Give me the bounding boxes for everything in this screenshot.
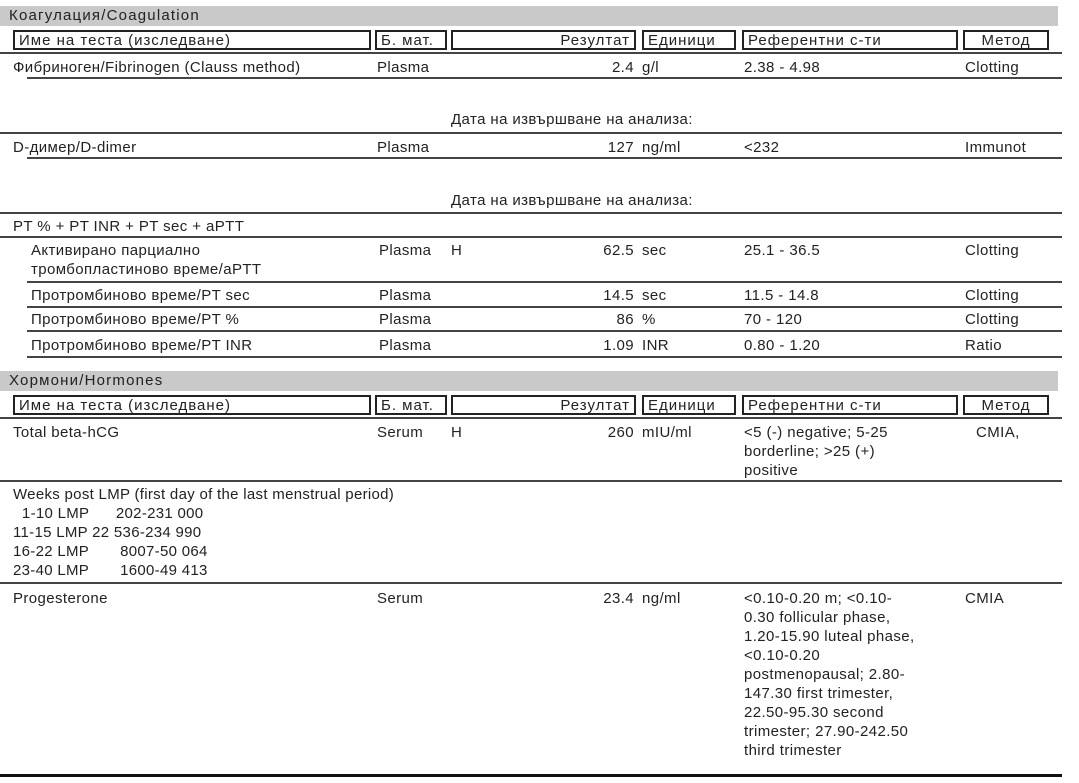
note-line: 16-22 LMP 8007-50 064	[13, 543, 208, 560]
divider	[0, 132, 1062, 134]
reference: trimester; 27.90-242.50	[744, 723, 909, 740]
col-material-header: Б. мат.	[375, 30, 447, 50]
col-method-header: Метод	[963, 395, 1049, 415]
col-ref-header: Референтни с-ти	[742, 395, 958, 415]
material: Plasma	[379, 287, 432, 304]
section-title: Хормони/Hormones	[9, 372, 164, 389]
test-name: Фибриноген/Fibrinogen (Clauss method)	[13, 59, 301, 76]
divider	[0, 212, 1062, 214]
result: 62.5	[603, 242, 634, 259]
material: Plasma	[379, 242, 432, 259]
method: Clotting	[965, 311, 1020, 328]
material: Plasma	[379, 311, 432, 328]
result: 23.4	[603, 590, 634, 607]
bottom-divider	[0, 774, 1062, 777]
divider	[27, 157, 1062, 159]
note-line: 23-40 LMP 1600-49 413	[13, 562, 208, 579]
material: Serum	[377, 424, 424, 441]
method: Clotting	[965, 59, 1020, 76]
divider	[27, 281, 1062, 283]
result: 127	[607, 139, 634, 156]
col-units-header: Единици	[642, 30, 736, 50]
reference: 22.50-95.30 second	[744, 704, 884, 721]
reference: 0.30 follicular phase,	[744, 609, 891, 626]
reference: 11.5 - 14.8	[744, 287, 820, 304]
test-group-title: PT % + PT INR + PT sec + aPTT	[13, 218, 245, 235]
reference: borderline; >25 (+)	[744, 443, 876, 460]
test-name: Протромбиново време/PT sec	[31, 287, 251, 304]
result: 86	[616, 311, 634, 328]
units: sec	[642, 242, 667, 259]
reference: positive	[744, 462, 799, 479]
flag-high: H	[451, 424, 463, 441]
reference: <0.10-0.20	[744, 647, 821, 664]
section-coagulation: Коагулация/Coagulation	[0, 6, 1058, 26]
test-name: Total beta-hCG	[13, 424, 120, 441]
reference: 147.30 first trimester,	[744, 685, 894, 702]
reference: 1.20-15.90 luteal phase,	[744, 628, 915, 645]
flag-high: H	[451, 242, 463, 259]
test-name: Протромбиново време/PT INR	[31, 337, 253, 354]
col-name-header: Име на теста (изследване)	[13, 395, 371, 415]
col-result-header: Резултат	[451, 395, 636, 415]
divider	[27, 77, 1062, 79]
reference: third trimester	[744, 742, 842, 759]
reference: 70 - 120	[744, 311, 803, 328]
col-ref-header: Референтни с-ти	[742, 30, 958, 50]
reference: <0.10-0.20 m; <0.10-	[744, 590, 893, 607]
analysis-date-label: Дата на извършване на анализа:	[451, 111, 693, 128]
result: 2.4	[611, 59, 634, 76]
units: INR	[642, 337, 670, 354]
divider	[0, 417, 1062, 419]
material: Plasma	[379, 337, 432, 354]
method: Clotting	[965, 287, 1020, 304]
reference: postmenopausal; 2.80-	[744, 666, 905, 683]
reference: <5 (-) negative; 5-25	[744, 424, 888, 441]
col-name-header: Име на теста (изследване)	[13, 30, 371, 50]
divider	[0, 480, 1062, 482]
units: ng/ml	[642, 590, 681, 607]
units: ng/ml	[642, 139, 681, 156]
material: Plasma	[377, 59, 430, 76]
units: mIU/ml	[642, 424, 692, 441]
divider	[27, 306, 1062, 308]
units: sec	[642, 287, 667, 304]
material: Plasma	[377, 139, 430, 156]
col-method-header: Метод	[963, 30, 1049, 50]
material: Serum	[377, 590, 424, 607]
reference: 0.80 - 1.20	[744, 337, 821, 354]
test-name-cont: тромбопластиново време/aPTT	[31, 261, 262, 278]
divider	[27, 330, 1062, 332]
divider	[0, 582, 1062, 584]
method: CMIA	[965, 590, 1005, 607]
method: CMIA,	[976, 424, 1020, 441]
divider	[0, 52, 1062, 54]
method: Immunot	[965, 139, 1027, 156]
note-line: 1-10 LMP 202-231 000	[13, 505, 204, 522]
reference: <232	[744, 139, 780, 156]
result: 260	[607, 424, 634, 441]
section-hormones: Хормони/Hormones	[0, 371, 1058, 391]
test-name: Progesterone	[13, 590, 108, 607]
divider	[0, 236, 1062, 238]
section-title: Коагулация/Coagulation	[9, 7, 200, 24]
method: Ratio	[965, 337, 1003, 354]
test-name: Активирано парциално	[31, 242, 201, 259]
reference: 25.1 - 36.5	[744, 242, 821, 259]
reference: 2.38 - 4.98	[744, 59, 821, 76]
units: %	[642, 311, 656, 328]
note-line: Weeks post LMP (first day of the last me…	[13, 486, 395, 503]
units: g/l	[642, 59, 660, 76]
result: 1.09	[603, 337, 634, 354]
method: Clotting	[965, 242, 1020, 259]
divider	[27, 356, 1062, 358]
analysis-date-label: Дата на извършване на анализа:	[451, 192, 693, 209]
test-name: D-димер/D-dimer	[13, 139, 137, 156]
note-line: 11-15 LMP 22 536-234 990	[13, 524, 202, 541]
result: 14.5	[603, 287, 634, 304]
col-units-header: Единици	[642, 395, 736, 415]
col-material-header: Б. мат.	[375, 395, 447, 415]
test-name: Протромбиново време/PT %	[31, 311, 240, 328]
col-result-header: Резултат	[451, 30, 636, 50]
